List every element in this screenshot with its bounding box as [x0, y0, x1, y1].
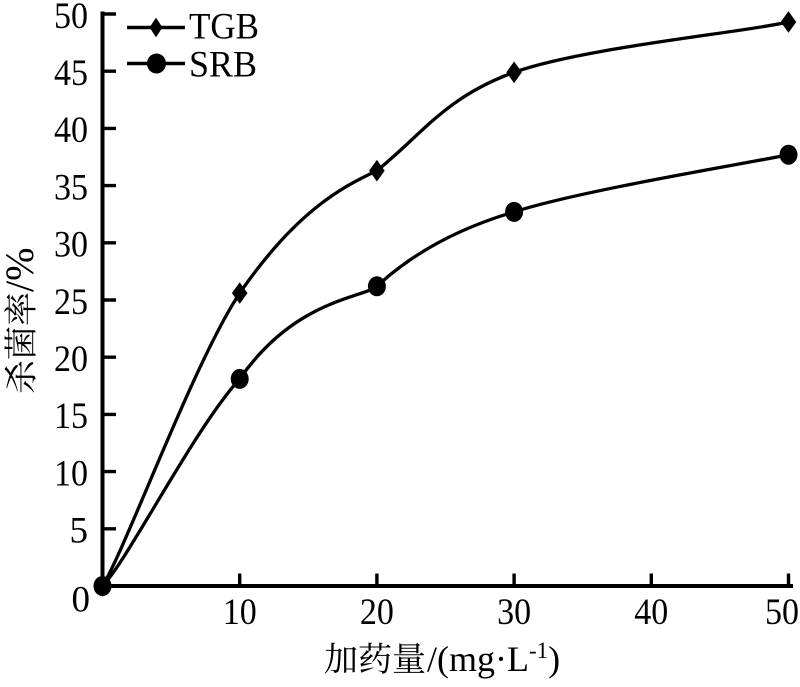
svg-text:SRB: SRB [189, 45, 257, 86]
svg-text:/%: /% [0, 248, 42, 292]
svg-text:45: 45 [54, 53, 88, 94]
svg-text:/(mg·L-1): /(mg·L-1) [427, 638, 560, 679]
svg-text:10: 10 [223, 592, 257, 633]
svg-text:50: 50 [765, 592, 799, 633]
svg-text:50: 50 [54, 0, 88, 37]
svg-text:40: 40 [634, 592, 668, 633]
svg-text:30: 30 [497, 592, 531, 633]
svg-text:10: 10 [54, 453, 88, 494]
svg-text:TGB: TGB [189, 7, 259, 48]
svg-text:5: 5 [70, 511, 89, 552]
svg-text:25: 25 [54, 282, 88, 323]
svg-text:20: 20 [54, 339, 88, 380]
svg-text:0: 0 [72, 580, 91, 621]
svg-text:35: 35 [54, 167, 88, 208]
svg-text:20: 20 [360, 592, 394, 633]
svg-text:15: 15 [54, 396, 88, 437]
svg-text:30: 30 [54, 225, 88, 266]
svg-text:40: 40 [54, 110, 88, 151]
